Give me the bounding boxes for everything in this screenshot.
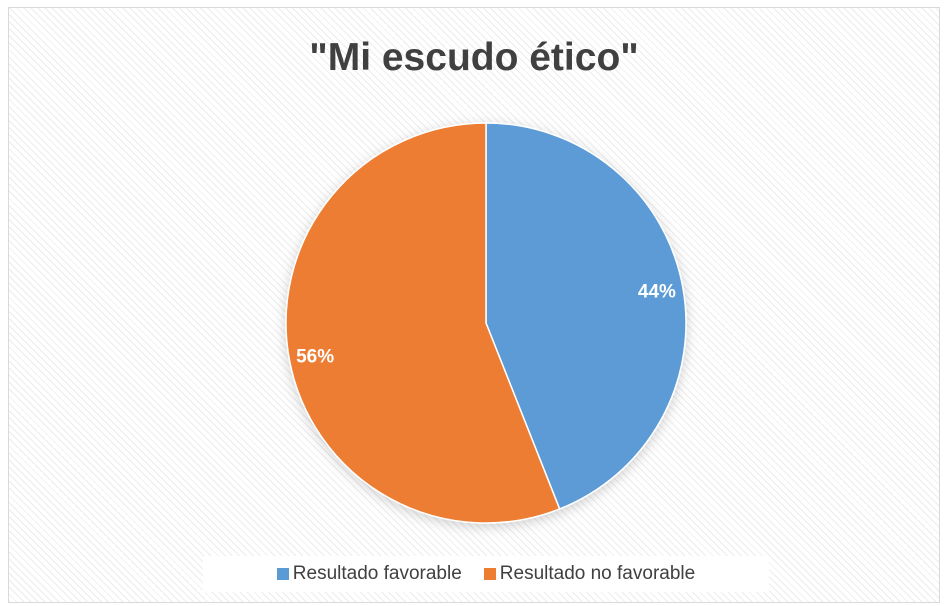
- chart-area: "Mi escudo ético" 44% 56% Resultado favor…: [8, 7, 940, 603]
- pie-chart: 44% 56%: [285, 122, 687, 524]
- data-label-favorable: 44%: [638, 281, 676, 302]
- chart-legend: Resultado favorable Resultado no favorab…: [203, 556, 769, 592]
- legend-swatch-favorable: [276, 568, 289, 580]
- legend-label-no-favorable: Resultado no favorable: [499, 563, 696, 584]
- chart-title: "Mi escudo ético": [309, 36, 639, 79]
- legend-item-favorable: Resultado favorable: [276, 563, 462, 585]
- legend-swatch-no-favorable: [483, 568, 496, 580]
- legend-item-no-favorable: Resultado no favorable: [483, 563, 696, 585]
- legend-label-favorable: Resultado favorable: [292, 563, 462, 584]
- pie-slice-favorable: [485, 122, 687, 510]
- pie-slice-no-favorable: [285, 122, 561, 524]
- data-label-no-favorable: 56%: [296, 347, 334, 368]
